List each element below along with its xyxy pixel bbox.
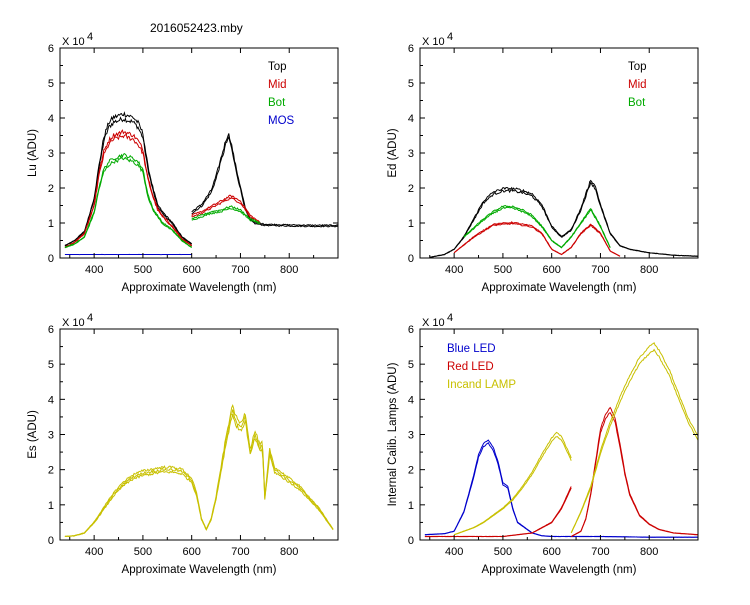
x-tick-label: 500 [134, 546, 152, 558]
y-tick-label: 1 [408, 500, 414, 512]
y-tick-label: 6 [408, 324, 414, 336]
legend-entry: Red LED [447, 361, 494, 373]
x-axis-label: Approximate Wavelength (nm) [482, 282, 637, 294]
x-tick-label: 400 [445, 546, 463, 558]
legend-entry: Bot [268, 97, 286, 109]
y-axis-label: Es (ADU) [27, 410, 39, 459]
x-axis-label: Approximate Wavelength (nm) [122, 282, 277, 294]
y-tick-label: 1 [48, 218, 54, 230]
y-exponent-label: 4 [447, 312, 453, 324]
y-tick-label: 6 [48, 324, 54, 336]
x-tick-label: 600 [543, 546, 561, 558]
y-tick-label: 5 [408, 359, 414, 371]
y-tick-label: 0 [408, 253, 414, 265]
y-axis-label: Ed (ADU) [387, 128, 399, 177]
x-tick-label: 400 [445, 264, 463, 276]
x-axis-label: Approximate Wavelength (nm) [482, 564, 637, 576]
legend-entry: Top [268, 61, 287, 73]
x-tick-label: 600 [543, 264, 561, 276]
x-tick-label: 800 [280, 546, 298, 558]
y-multiplier-label: X 10 [422, 36, 445, 48]
y-exponent-label: 4 [87, 312, 93, 324]
y-tick-label: 3 [408, 430, 414, 442]
y-tick-label: 0 [48, 535, 54, 547]
legend-entry: Mid [628, 79, 647, 91]
x-tick-label: 800 [640, 264, 658, 276]
series-line-es [65, 414, 333, 536]
y-tick-label: 0 [408, 535, 414, 547]
x-tick-label: 600 [183, 546, 201, 558]
series-line-blue-led [425, 440, 698, 537]
plot-area [65, 405, 333, 536]
series-line-red-led [571, 413, 698, 537]
y-tick-label: 5 [48, 78, 54, 90]
x-tick-label: 500 [494, 264, 512, 276]
series-line-es [65, 410, 333, 537]
legend-entry: Mid [268, 79, 287, 91]
x-tick-label: 800 [640, 546, 658, 558]
x-tick-label: 500 [134, 264, 152, 276]
x-tick-label: 600 [183, 264, 201, 276]
y-multiplier-label: X 10 [422, 317, 445, 329]
y-tick-label: 0 [48, 253, 54, 265]
legend-entry: Incand LAMP [447, 379, 516, 391]
y-exponent-label: 4 [87, 31, 93, 43]
y-tick-label: 1 [408, 218, 414, 230]
y-tick-label: 4 [48, 113, 54, 125]
x-tick-label: 700 [231, 546, 249, 558]
y-tick-label: 4 [408, 394, 414, 406]
legend-entry: Blue LED [447, 343, 496, 355]
x-tick-label: 700 [591, 264, 609, 276]
y-exponent-label: 4 [447, 31, 453, 43]
x-axis-label: Approximate Wavelength (nm) [122, 564, 277, 576]
y-tick-label: 3 [48, 430, 54, 442]
y-tick-label: 1 [48, 500, 54, 512]
y-tick-label: 2 [408, 465, 414, 477]
plot-area [65, 113, 338, 255]
y-axis-label: Lu (ADU) [27, 129, 39, 177]
y-tick-label: 6 [408, 43, 414, 55]
series-line-blue-led [425, 443, 698, 538]
y-tick-label: 5 [408, 78, 414, 90]
y-tick-label: 3 [48, 148, 54, 160]
x-tick-label: 500 [494, 546, 512, 558]
legend-entry: MOS [268, 115, 295, 127]
y-tick-label: 4 [48, 394, 54, 406]
y-tick-label: 6 [48, 43, 54, 55]
x-tick-label: 400 [85, 264, 103, 276]
y-tick-label: 2 [408, 183, 414, 195]
x-tick-label: 400 [85, 546, 103, 558]
y-tick-label: 3 [408, 148, 414, 160]
x-tick-label: 700 [231, 264, 249, 276]
y-tick-label: 2 [48, 465, 54, 477]
x-tick-label: 800 [280, 264, 298, 276]
series-line-es [65, 405, 333, 536]
y-axis-label: Internal Calib. Lamps (ADU) [387, 362, 399, 506]
series-line-mid [454, 222, 620, 257]
series-line-top [430, 183, 698, 258]
y-tick-label: 5 [48, 359, 54, 371]
y-tick-label: 2 [48, 183, 54, 195]
series-line-red-led [571, 408, 698, 537]
figure-title: 2016052423.mby [150, 21, 243, 35]
plot-area [430, 181, 698, 258]
y-tick-label: 4 [408, 113, 414, 125]
legend-entry: Bot [628, 97, 646, 109]
y-multiplier-label: X 10 [62, 36, 85, 48]
legend-entry: Top [628, 61, 647, 73]
plot-frame [420, 48, 698, 258]
y-multiplier-label: X 10 [62, 317, 85, 329]
x-tick-label: 700 [591, 546, 609, 558]
